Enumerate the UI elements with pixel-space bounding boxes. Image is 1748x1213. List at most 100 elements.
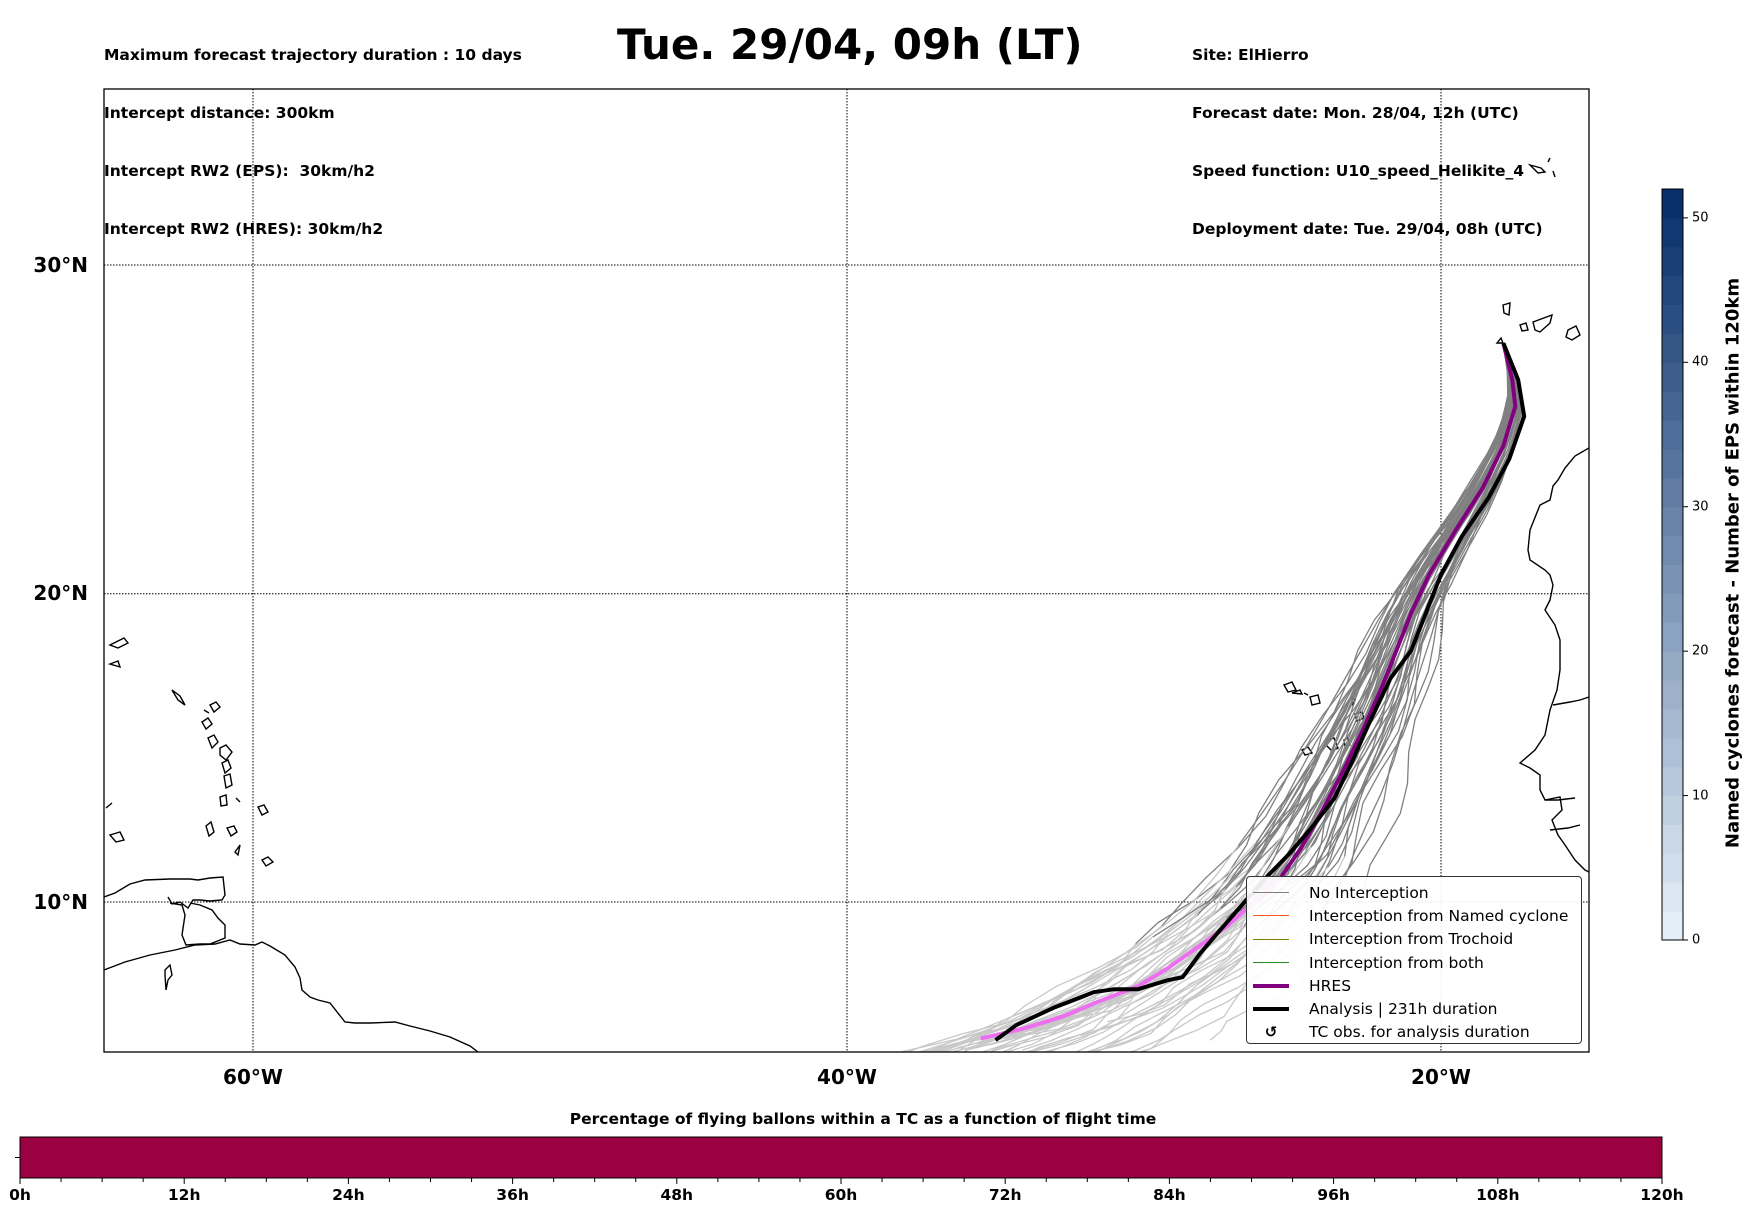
deployment-date: Deployment date: Tue. 29/04, 08h (UTC) (1192, 220, 1543, 239)
ensemble-trajectory (1224, 342, 1509, 889)
colorbar-tick-label: 20 (1692, 643, 1709, 659)
site-name: Site: ElHierro (1192, 45, 1309, 64)
ensemble-trajectory (1289, 342, 1512, 853)
ensemble-trajectory (1152, 342, 1513, 938)
ensemble-trajectory-late (939, 845, 1239, 1052)
legend-line-purple (1253, 983, 1289, 988)
legend-label: Interception from both (1309, 953, 1484, 972)
speed-function: Speed function: U10_speed_Helikite_4 (1192, 162, 1525, 181)
time-bar-tick-label: 84h (1153, 1186, 1186, 1204)
param-max-duration: Maximum forecast trajectory duration : 1… (104, 45, 522, 64)
ensemble-trajectory (1287, 342, 1510, 827)
ensemble-trajectory (1219, 342, 1512, 909)
colorbar-tick-label: 0 (1692, 932, 1701, 948)
lon-label-20w: 20°W (1411, 1065, 1471, 1089)
ensemble-trajectory-late (949, 865, 1255, 1052)
coastline (235, 797, 241, 803)
time-bar-tick-label: 96h (1317, 1186, 1350, 1204)
lat-label-30n: 30°N (33, 253, 88, 277)
ensemble-trajectory (1239, 342, 1514, 913)
site-info: Site: ElHierro Forecast date: Mon. 28/04… (1192, 7, 1543, 259)
coastline (108, 637, 130, 649)
hres-trajectory-late (980, 876, 1282, 1041)
coastline (225, 825, 238, 838)
coastline (234, 844, 241, 857)
coastline (107, 660, 122, 669)
coastline (105, 802, 113, 809)
time-bar-tick-label: 24h (332, 1186, 365, 1204)
ensemble-trajectory-late (980, 886, 1237, 1052)
ensemble-trajectory-late (921, 925, 1163, 1052)
colorbar-label: Named cyclones forecast - Number of EPS … (1722, 277, 1744, 849)
hres-trajectory (1278, 342, 1518, 879)
legend-line-gray (1253, 892, 1289, 894)
ensemble-trajectory (1235, 343, 1510, 888)
legend-item-both: Interception from both (1247, 951, 1581, 974)
forecast-date: Forecast date: Mon. 28/04, 12h (UTC) (1192, 104, 1519, 123)
param-intercept-distance: Intercept distance: 300km (104, 104, 335, 123)
time-bar-tick-label: 36h (496, 1186, 529, 1204)
legend-label: Analysis | 231h duration (1309, 1000, 1498, 1019)
coastline (223, 773, 233, 790)
map-frame (103, 88, 1590, 1053)
param-rw2-eps: Intercept RW2 (EPS): 30km/h2 (104, 162, 375, 181)
coastline (219, 794, 228, 807)
legend-item-hres: HRES (1247, 974, 1581, 997)
param-rw2-hres: Intercept RW2 (HRES): 30km/h2 (104, 220, 384, 239)
coastline (221, 759, 232, 775)
coastline (1552, 170, 1556, 178)
legend-line-black (1253, 1007, 1289, 1012)
legend-line-olive (1253, 938, 1289, 940)
ensemble-trajectory-late (1023, 872, 1289, 1052)
time-bar-tick-label: 120h (1640, 1186, 1684, 1204)
ensemble-trajectory (1275, 343, 1510, 855)
coastline (1519, 322, 1529, 332)
legend: No Interception Interception from Named … (1246, 876, 1582, 1044)
ensemble-trajectory (1237, 343, 1509, 846)
ensemble-trajectory-late (987, 851, 1291, 1052)
coastline (1565, 325, 1581, 341)
coastline (1495, 336, 1505, 344)
legend-line-green (1253, 962, 1289, 964)
coastline (219, 744, 233, 762)
coastline (169, 902, 226, 946)
colorbar-tick-label: 50 (1692, 210, 1709, 226)
lon-label-60w: 60°W (223, 1065, 283, 1089)
run-parameters: Maximum forecast trajectory duration : 1… (104, 7, 522, 259)
legend-line-orange (1253, 915, 1289, 917)
time-bar-tick-label: 72h (988, 1186, 1022, 1204)
coastline (1552, 696, 1589, 706)
analysis-trajectory (994, 342, 1527, 1042)
ensemble-trajectory (1267, 342, 1518, 919)
ensemble-trajectory-late (1028, 918, 1269, 1052)
ensemble-trajectory (1236, 342, 1513, 872)
ensemble-trajectory-late (906, 914, 1198, 1052)
coastline (257, 804, 269, 816)
coastline (104, 939, 479, 1052)
coastline (207, 734, 219, 750)
ensemble-trajectory (1315, 342, 1521, 928)
ensemble-trajectory (1253, 342, 1513, 896)
coastline (108, 831, 126, 843)
coastline (1545, 797, 1576, 801)
coastline (1303, 692, 1309, 696)
coastline (260, 856, 275, 867)
lat-label-20n: 20°N (33, 581, 88, 605)
coastline (1309, 694, 1321, 706)
coastline (205, 820, 215, 838)
colorbar-tick-label: 40 (1692, 354, 1709, 370)
ensemble-trajectory (1238, 343, 1509, 886)
coastline (1549, 824, 1581, 831)
legend-label: No Interception (1309, 883, 1429, 902)
legend-item-analysis: Analysis | 231h duration (1247, 997, 1581, 1020)
legend-item-trochoid: Interception from Trochoid (1247, 928, 1581, 951)
time-bar-tick-label: 60h (824, 1186, 858, 1204)
coastline (1502, 302, 1511, 317)
legend-item-no-interception: No Interception (1247, 881, 1581, 904)
legend-item-tc-obs: ↺ TC obs. for analysis duration (1247, 1021, 1581, 1044)
ensemble-trajectory (1198, 342, 1512, 914)
coastline (201, 717, 213, 731)
lon-label-40w: 40°W (817, 1065, 877, 1089)
time-bar-tick-label: 48h (660, 1186, 694, 1204)
coastlines (104, 157, 1589, 1052)
